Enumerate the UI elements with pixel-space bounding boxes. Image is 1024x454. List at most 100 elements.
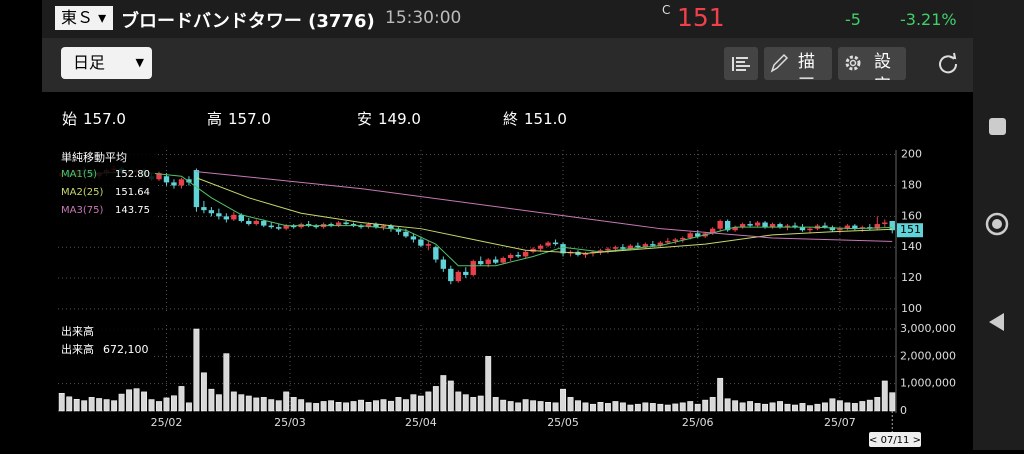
candle-body <box>335 222 342 226</box>
volume-bar <box>747 401 754 412</box>
cursor-box <box>869 432 921 447</box>
volume-bar <box>223 353 230 412</box>
volume-bar <box>208 388 215 412</box>
volume-bar <box>171 395 177 412</box>
volume-bar <box>642 402 649 412</box>
ohlc-label: 始 <box>62 110 78 128</box>
candle-body <box>425 244 432 246</box>
volume-bar <box>118 393 125 412</box>
volume-bar <box>612 401 619 412</box>
candle-body <box>305 224 312 226</box>
volume-bar <box>724 398 731 412</box>
candle-body <box>799 227 806 231</box>
ohlc-item: 高 157.0 <box>207 108 271 129</box>
volume-bar <box>447 380 454 412</box>
candle-body <box>537 245 544 249</box>
candle-body <box>193 170 200 208</box>
volume-bar <box>283 391 290 412</box>
volume-bar <box>821 402 828 412</box>
candle-body <box>418 239 424 246</box>
candle-body <box>493 259 499 263</box>
volume-bar <box>709 397 716 412</box>
volume-bar <box>141 391 147 412</box>
ma-line <box>196 177 893 254</box>
ohlc-item: 始 157.0 <box>62 108 126 129</box>
ma-line <box>61 171 893 267</box>
recent-button[interactable] <box>989 118 1006 135</box>
cursor-label: < 07/11 > <box>869 435 921 446</box>
volume-bar <box>492 397 499 412</box>
volume-bar <box>148 399 155 412</box>
candle-body <box>552 242 559 245</box>
volume-bar <box>874 397 881 412</box>
candle-body <box>627 245 634 249</box>
settings-button[interactable]: 設定 <box>838 47 906 80</box>
volume-bar <box>537 401 544 412</box>
volume-bar <box>687 401 694 412</box>
candle-body <box>448 268 454 282</box>
ohlc-label: 高 <box>207 110 223 128</box>
candle-body <box>478 261 484 265</box>
volume-bar <box>298 399 305 412</box>
ohlc-label: 終 <box>503 110 519 128</box>
legend-name: MA1(5) <box>61 169 97 180</box>
volume-bar <box>844 402 851 412</box>
time: 15:30:00 <box>385 8 462 28</box>
candle-body <box>822 225 828 228</box>
candle-body <box>246 220 252 225</box>
candle-body <box>455 271 461 282</box>
candle-body <box>724 220 731 231</box>
candle-body <box>276 227 282 229</box>
volume-bar <box>679 402 686 412</box>
volume-bar <box>664 404 671 412</box>
candle-body <box>365 224 372 228</box>
y-tick-label: 100 <box>901 302 922 315</box>
candle-body <box>560 244 566 254</box>
volume-bar <box>769 402 776 412</box>
header-bar <box>42 0 973 38</box>
market-select[interactable]: 東Ｓ ▾ <box>55 6 113 30</box>
legend-name: MA3(75) <box>61 205 103 216</box>
candle-body <box>208 210 215 214</box>
candle-body <box>380 225 387 228</box>
change: -5 <box>845 10 861 29</box>
candle-body <box>261 220 267 226</box>
candle-body <box>440 259 447 269</box>
home-button[interactable] <box>985 212 1009 236</box>
candle-body <box>163 176 170 183</box>
volume-bar <box>335 402 342 412</box>
y-tick-label: 140 <box>901 240 922 253</box>
legend-name: MA2(25) <box>61 187 103 198</box>
back-button[interactable] <box>989 313 1004 331</box>
volume-bar <box>200 372 207 412</box>
volume-bar <box>156 401 162 412</box>
price-flag: C <box>662 3 671 17</box>
volume-bar <box>163 397 170 412</box>
candle-body <box>313 225 319 228</box>
candle-body <box>739 224 746 228</box>
change-pct: -3.21% <box>900 10 957 29</box>
candle-body <box>186 179 192 183</box>
indicator-button[interactable] <box>724 47 758 80</box>
ohlc-value: 157.0 <box>228 110 271 128</box>
volume-bar <box>275 400 282 412</box>
ohlc-item: 終 151.0 <box>503 108 567 129</box>
candle-body <box>777 224 783 228</box>
volume-bar <box>358 399 364 412</box>
candle-body <box>290 225 297 228</box>
volume-bar <box>88 397 95 412</box>
candle-body <box>470 261 476 275</box>
volume-bar <box>866 399 873 412</box>
candle-body <box>642 244 649 248</box>
period-select[interactable]: 日足 ▼ <box>61 47 152 79</box>
volume-bar <box>829 398 836 412</box>
volume-bar <box>754 403 761 412</box>
refresh-button[interactable] <box>936 51 960 75</box>
volume-bar <box>373 400 379 412</box>
volume-bar <box>836 400 843 412</box>
volume-bar <box>777 401 783 412</box>
candle-body <box>709 228 716 234</box>
candle-body <box>283 225 289 229</box>
y-tick-label: 180 <box>901 178 922 191</box>
draw-button[interactable]: 描画 <box>764 47 832 80</box>
